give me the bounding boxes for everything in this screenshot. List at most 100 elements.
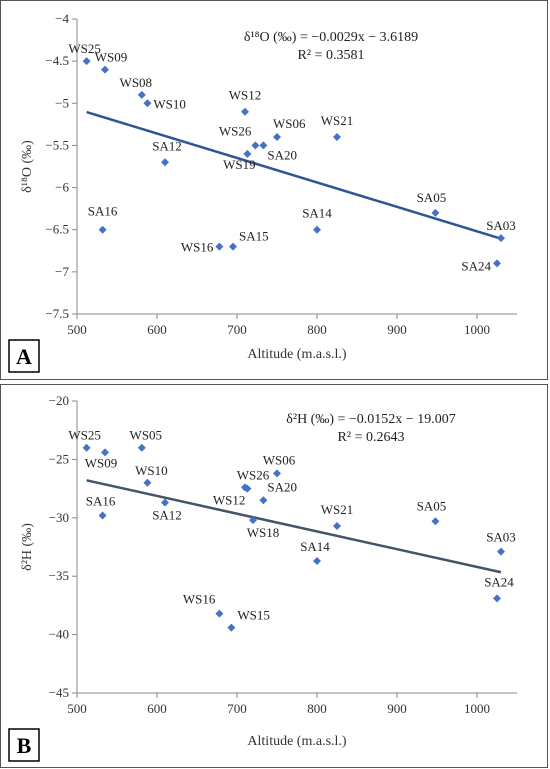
y-tick-label: −6 xyxy=(55,180,69,195)
point-label-ws16: WS16 xyxy=(181,240,214,255)
data-point-ws25 xyxy=(82,57,91,66)
trend-line xyxy=(86,479,502,574)
data-point-ws25 xyxy=(82,443,91,452)
point-label-ws08: WS08 xyxy=(120,75,153,90)
x-tick-label: 800 xyxy=(307,701,327,716)
point-label-sa05: SA05 xyxy=(417,190,447,205)
data-point-sa12 xyxy=(161,158,169,167)
data-point-sa24 xyxy=(493,594,501,603)
data-point-ws05 xyxy=(137,443,146,452)
data-point-ws26 xyxy=(251,141,260,150)
panel-label-box xyxy=(8,339,40,373)
point-label-sa20: SA20 xyxy=(267,479,297,494)
x-tick-label: 900 xyxy=(387,322,407,337)
x-tick-label: 800 xyxy=(307,322,327,337)
x-tick-label: 1000 xyxy=(464,701,490,716)
point-label-ws06: WS06 xyxy=(273,116,306,131)
x-tick-label: 900 xyxy=(387,701,407,716)
point-label-sa16: SA16 xyxy=(88,204,118,219)
data-point-ws06 xyxy=(273,133,281,141)
data-point-sa14 xyxy=(313,557,321,566)
r-squared-label: R² = 0.3581 xyxy=(298,48,365,63)
y-tick-label: −5.5 xyxy=(45,137,69,152)
r-squared-label: R² = 0.2643 xyxy=(338,430,405,445)
point-label-ws18: WS18 xyxy=(247,525,280,540)
data-point-sa16 xyxy=(98,225,107,234)
point-label-sa03: SA03 xyxy=(486,530,516,545)
data-point-ws12 xyxy=(241,107,249,116)
data-point-ws10 xyxy=(143,478,152,487)
y-tick-label: −30 xyxy=(49,510,69,525)
chart-panel-b: −20 −25 −30 −35 −40 −45 500 600 700 800 900 1000 WS2… xyxy=(0,384,548,768)
data-point-ws19 xyxy=(243,149,252,158)
data-point-ws08 xyxy=(137,90,146,99)
data-point-sa16 xyxy=(98,511,107,520)
point-label-sa12: SA12 xyxy=(152,138,182,153)
point-label-ws26: WS26 xyxy=(237,467,270,482)
x-axis-label: Altitude (m.a.s.l.) xyxy=(247,734,346,749)
x-tick-label: 700 xyxy=(227,322,247,337)
point-label-sa15: SA15 xyxy=(239,229,269,244)
data-point-ws12 xyxy=(243,484,252,493)
x-tick-label: 500 xyxy=(67,701,87,716)
data-point-ws18 xyxy=(249,516,257,525)
y-tick-label: −7 xyxy=(55,264,69,279)
y-tick-label: −6.5 xyxy=(45,222,69,237)
data-point-ws21 xyxy=(333,133,341,141)
data-point-sa14 xyxy=(313,225,321,234)
regression-equation: δ²H (‰) = −0.0152x − 19.007 xyxy=(286,412,455,427)
point-label-sa20: SA20 xyxy=(267,147,297,162)
point-label-sa14: SA14 xyxy=(300,539,330,554)
data-point-ws16 xyxy=(215,242,224,251)
point-label-ws19: WS19 xyxy=(223,157,256,172)
data-point-sa03 xyxy=(497,234,505,243)
point-label-ws21: WS21 xyxy=(321,502,354,517)
regression-equation: δ¹⁸O (‰) = −0.0029x − 3.6189 xyxy=(244,30,418,45)
data-point-ws09 xyxy=(101,65,109,74)
point-label-sa03: SA03 xyxy=(486,218,516,233)
point-label-ws15: WS15 xyxy=(237,608,270,623)
panel-label-box xyxy=(8,728,40,762)
y-tick-label: −35 xyxy=(49,568,69,583)
point-label-sa24: SA24 xyxy=(484,574,514,589)
point-label-ws25: WS25 xyxy=(68,41,101,56)
data-point-sa20 xyxy=(259,141,268,150)
x-tick-label: 600 xyxy=(147,701,167,716)
x-tick-label: 700 xyxy=(227,701,247,716)
data-point-sa05 xyxy=(431,517,440,526)
point-label-ws21: WS21 xyxy=(321,113,354,128)
data-point-ws06 xyxy=(273,469,281,478)
point-label-ws10: WS10 xyxy=(135,463,168,478)
panel-label: A xyxy=(16,344,32,369)
y-axis-label: δ²H (‰) xyxy=(20,523,35,571)
data-point-ws09 xyxy=(101,448,109,457)
point-label-sa05: SA05 xyxy=(417,498,447,513)
y-tick-label: −4.5 xyxy=(45,53,69,68)
x-tick-label: 600 xyxy=(147,322,167,337)
data-point-ws16 xyxy=(215,609,224,618)
trend-line xyxy=(86,110,502,240)
data-point-sa05 xyxy=(431,208,440,217)
x-axis-label: Altitude (m.a.s.l.) xyxy=(247,347,346,362)
point-label-ws12: WS12 xyxy=(213,493,246,508)
point-label-sa24: SA24 xyxy=(461,258,491,273)
data-point-sa15 xyxy=(229,242,237,251)
y-tick-label: −25 xyxy=(49,451,69,466)
point-label-sa14: SA14 xyxy=(302,206,332,221)
y-tick-label: −40 xyxy=(49,627,69,642)
point-label-ws05: WS05 xyxy=(130,428,163,443)
point-label-ws10: WS10 xyxy=(153,96,186,111)
data-point-ws15 xyxy=(227,623,236,632)
point-label-ws06: WS06 xyxy=(263,452,296,467)
chart-panel-a: −4 −4.5 −5 −5.5 −6 −6.5 −7 −7.5 500 600 700 800 900 1… xyxy=(0,0,548,380)
point-label-ws16: WS16 xyxy=(183,592,216,607)
data-point-ws10 xyxy=(143,99,152,108)
data-point-sa24 xyxy=(493,259,501,268)
y-axis-label: δ¹⁸O (‰) xyxy=(20,140,35,193)
y-tick-label: −4 xyxy=(55,11,69,26)
x-tick-label: 1000 xyxy=(464,322,490,337)
point-label-sa12: SA12 xyxy=(152,508,182,523)
x-tick-label: 500 xyxy=(67,322,87,337)
